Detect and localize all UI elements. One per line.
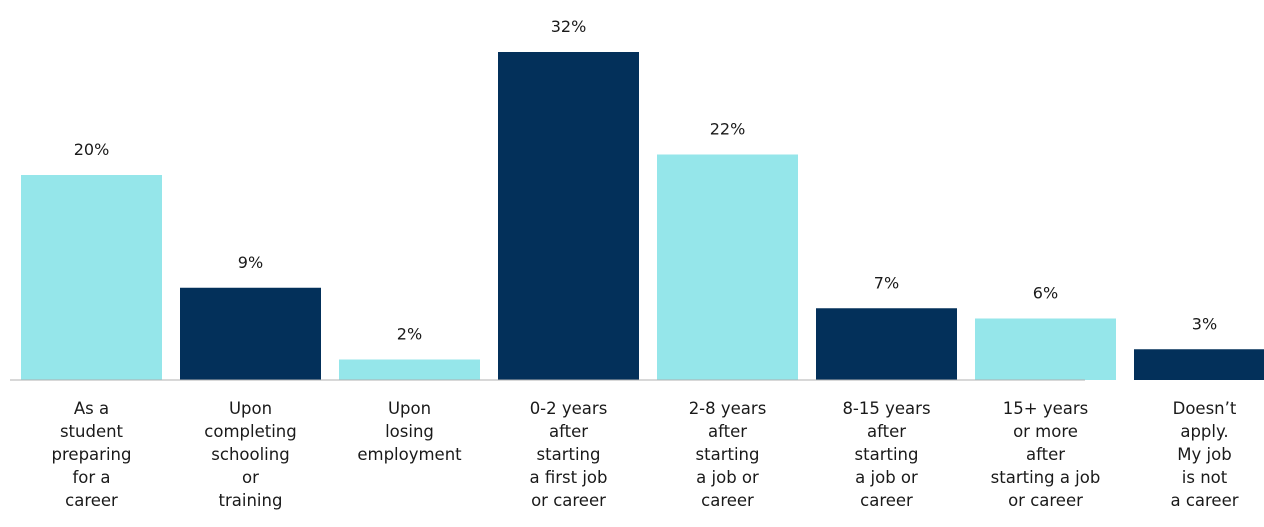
category-label-line: Doesn’t [1173, 399, 1237, 418]
category-label-line: after [708, 422, 747, 441]
category-label-line: 0-2 years [530, 399, 608, 418]
category-label-5: 2-8 years after starting a job or career [689, 399, 767, 510]
category-label-line: starting [696, 445, 760, 464]
category-label-line: apply. [1180, 422, 1228, 441]
category-label-line: or [242, 468, 259, 487]
value-label-3: 2% [397, 325, 422, 344]
bar-6 [816, 308, 957, 380]
category-label-line: losing [385, 422, 434, 441]
category-label-line: after [1026, 445, 1065, 464]
value-label-4: 32% [551, 17, 587, 36]
category-label-line: 2-8 years [689, 399, 767, 418]
bar-4 [498, 52, 639, 380]
bar-1 [21, 175, 162, 380]
bar-3 [339, 359, 480, 380]
value-label-8: 3% [1192, 314, 1217, 333]
category-label-4: 0-2 years after starting a first job or care… [530, 399, 608, 510]
category-label-line: completing [204, 422, 296, 441]
category-label-line: starting [855, 445, 919, 464]
bars-group [21, 52, 1264, 380]
category-label-line: employment [357, 445, 462, 464]
category-label-line: 15+ years [1003, 399, 1088, 418]
category-label-line: career [701, 491, 754, 510]
bar-2 [180, 287, 321, 380]
value-labels-group: 20% 9% 2% 32% 22% 7% 6% 3% [74, 17, 1217, 344]
category-label-line: training [219, 491, 283, 510]
category-label-line: or more [1013, 422, 1078, 441]
category-label-line: starting a job [991, 468, 1101, 487]
category-label-1: As a student preparing for a career [52, 399, 132, 510]
category-label-line: a first job [530, 468, 608, 487]
value-label-6: 7% [874, 273, 899, 292]
value-label-5: 22% [710, 120, 746, 139]
category-label-3: Upon losing employment [357, 399, 462, 464]
category-label-line: a job or [696, 468, 759, 487]
category-label-6: 8-15 years after starting a job or career [842, 399, 930, 510]
category-label-line: As a [74, 399, 109, 418]
category-label-line: is not [1182, 468, 1228, 487]
category-label-line: Upon [388, 399, 431, 418]
bar-7 [975, 318, 1116, 380]
value-label-1: 20% [74, 140, 110, 159]
bar-8 [1134, 349, 1264, 380]
value-label-2: 9% [238, 253, 263, 272]
category-label-line: or career [1008, 491, 1083, 510]
category-label-7: 15+ years or more after starting a job or ca… [991, 399, 1101, 510]
value-label-7: 6% [1033, 284, 1058, 303]
category-label-line: career [65, 491, 118, 510]
category-label-line: or career [531, 491, 606, 510]
category-label-line: for a [72, 468, 110, 487]
category-label-line: after [549, 422, 588, 441]
category-label-line: career [860, 491, 913, 510]
category-label-line: a job or [855, 468, 918, 487]
category-label-line: starting [537, 445, 601, 464]
category-label-8: Doesn’t apply. My job is not a career [1170, 399, 1238, 510]
category-label-line: 8-15 years [842, 399, 930, 418]
category-label-line: preparing [52, 445, 132, 464]
category-label-line: a career [1170, 491, 1238, 510]
category-label-2: Upon completing schooling or training [204, 399, 296, 510]
category-label-line: schooling [211, 445, 289, 464]
category-label-line: student [60, 422, 124, 441]
bar-5 [657, 154, 798, 380]
category-label-line: Upon [229, 399, 272, 418]
category-labels-group: As a student preparing for a career Upon compl… [52, 399, 1239, 510]
category-label-line: My job [1177, 445, 1231, 464]
category-label-line: after [867, 422, 906, 441]
